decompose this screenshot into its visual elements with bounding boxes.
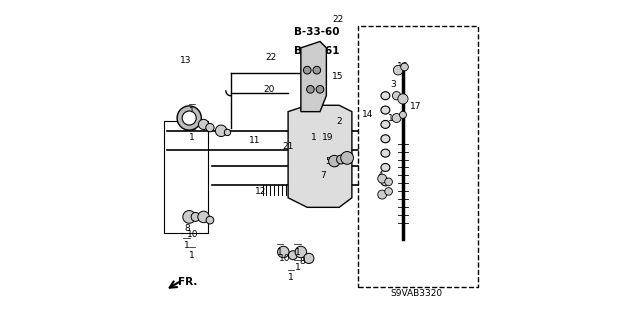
Text: S9VAB3320: S9VAB3320	[390, 289, 442, 298]
Ellipse shape	[381, 120, 390, 129]
FancyBboxPatch shape	[358, 26, 478, 287]
Text: B-33-60: B-33-60	[294, 27, 340, 37]
Ellipse shape	[381, 92, 390, 100]
Circle shape	[295, 246, 307, 258]
Circle shape	[278, 246, 289, 258]
Circle shape	[198, 119, 209, 130]
Circle shape	[398, 94, 408, 104]
Circle shape	[316, 85, 324, 93]
Circle shape	[224, 129, 230, 136]
Text: 5: 5	[325, 157, 331, 166]
Circle shape	[206, 123, 214, 132]
Text: 19: 19	[322, 133, 333, 142]
Circle shape	[340, 152, 353, 164]
Ellipse shape	[381, 106, 390, 114]
Circle shape	[401, 63, 408, 71]
Circle shape	[378, 190, 387, 199]
Circle shape	[206, 216, 214, 224]
Circle shape	[399, 111, 406, 118]
Circle shape	[378, 174, 387, 183]
Text: 9: 9	[340, 156, 346, 165]
Circle shape	[198, 211, 209, 223]
Circle shape	[303, 66, 311, 74]
Text: 12: 12	[255, 187, 267, 196]
Text: 1: 1	[189, 133, 195, 142]
Circle shape	[289, 251, 298, 260]
Text: 1: 1	[289, 273, 294, 282]
Ellipse shape	[381, 149, 390, 157]
Circle shape	[304, 253, 314, 263]
Circle shape	[328, 155, 340, 167]
Text: 1: 1	[295, 248, 301, 256]
Circle shape	[177, 106, 202, 130]
Text: 1: 1	[277, 248, 283, 256]
Circle shape	[307, 85, 314, 93]
Circle shape	[385, 188, 392, 195]
Text: 22: 22	[332, 15, 343, 24]
Text: 22: 22	[265, 53, 276, 62]
Polygon shape	[288, 105, 352, 207]
Text: 17: 17	[410, 102, 422, 111]
Text: 6: 6	[332, 160, 338, 169]
Text: 16: 16	[397, 63, 409, 71]
Text: 21: 21	[282, 142, 294, 151]
Text: 3: 3	[390, 80, 396, 89]
Text: 15: 15	[332, 72, 343, 81]
Text: 14: 14	[362, 110, 374, 119]
Text: 11: 11	[249, 136, 260, 145]
Circle shape	[216, 125, 227, 137]
Text: 10: 10	[279, 254, 291, 263]
Text: B-33-61: B-33-61	[294, 46, 340, 56]
Text: FR.: FR.	[178, 277, 197, 287]
FancyBboxPatch shape	[164, 121, 209, 233]
Polygon shape	[301, 41, 326, 112]
Circle shape	[182, 111, 196, 125]
Circle shape	[337, 155, 346, 164]
Text: 1: 1	[189, 107, 195, 116]
Text: 2: 2	[337, 117, 342, 126]
Text: 1: 1	[311, 133, 317, 142]
Text: 13: 13	[180, 56, 192, 65]
Circle shape	[313, 66, 321, 74]
Text: 18: 18	[388, 114, 399, 122]
Ellipse shape	[381, 178, 390, 186]
Circle shape	[394, 65, 403, 75]
Text: 4: 4	[378, 171, 383, 180]
Text: 7: 7	[320, 171, 326, 180]
Text: 8: 8	[300, 257, 305, 266]
Ellipse shape	[381, 135, 390, 143]
Circle shape	[191, 212, 200, 221]
Text: 10: 10	[187, 230, 198, 239]
Text: 20: 20	[263, 85, 275, 94]
Text: 1: 1	[189, 251, 195, 260]
Circle shape	[385, 178, 392, 186]
Circle shape	[392, 92, 401, 100]
Text: 1: 1	[295, 263, 301, 272]
Text: 1: 1	[184, 241, 189, 250]
Circle shape	[183, 211, 196, 223]
Circle shape	[392, 114, 401, 122]
Text: 8: 8	[185, 224, 191, 233]
Ellipse shape	[381, 163, 390, 171]
